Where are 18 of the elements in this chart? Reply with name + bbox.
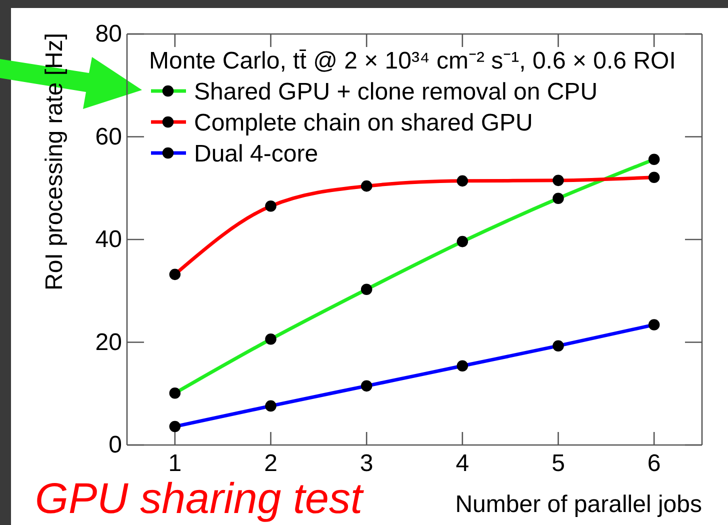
y-axis-title: RoI processing rate [Hz] [41, 33, 68, 290]
legend-label: Shared GPU + clone removal on CPU [194, 78, 598, 106]
x-tick-label: 4 [456, 450, 470, 478]
y-tick-label: 60 [95, 123, 122, 150]
y-tick-label: 80 [95, 20, 122, 48]
y-tick-label: 20 [95, 328, 122, 356]
legend-title: Monte Carlo, tt̄ @ 2 × 10³⁴ cm⁻² s⁻¹, 0.6 × 0.6 ROI [149, 48, 676, 74]
x-axis-title: Number of parallel jobs [455, 491, 702, 518]
x-tick-label: 1 [168, 450, 182, 478]
legend-label: Complete chain on shared GPU [194, 110, 533, 136]
x-tick-label: 2 [264, 450, 278, 478]
y-tick-label: 0 [108, 432, 122, 459]
x-tick-label: 6 [647, 450, 661, 478]
y-tick-label: 40 [95, 226, 122, 254]
x-tick-label: 3 [360, 450, 374, 478]
text: GPU sharing test [35, 475, 364, 523]
legend-label: Dual 4-core [194, 140, 318, 168]
x-tick-label: 5 [552, 450, 565, 478]
